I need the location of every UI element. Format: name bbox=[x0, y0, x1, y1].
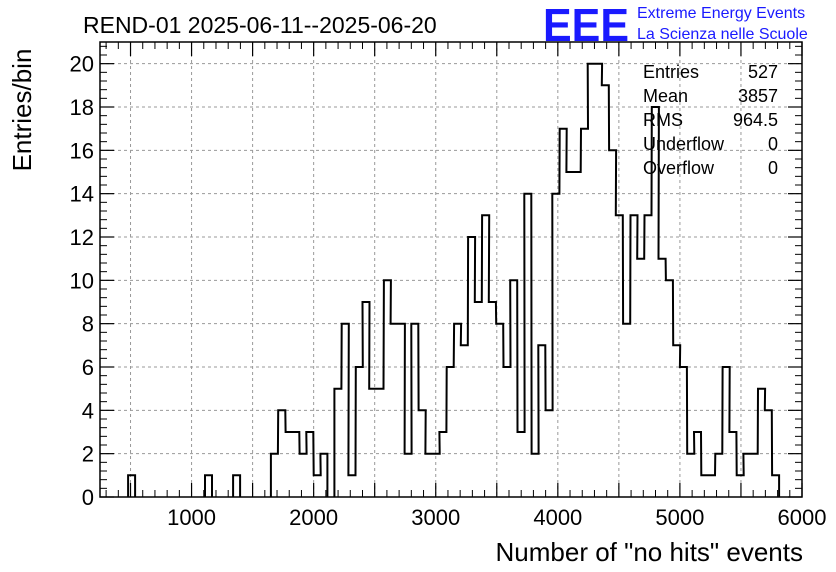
stat-value: 0 bbox=[768, 134, 778, 154]
x-tick-label: 2000 bbox=[289, 505, 338, 530]
stat-label: Entries bbox=[643, 62, 699, 82]
y-tick-label: 2 bbox=[82, 442, 94, 467]
histogram-bar bbox=[708, 475, 715, 497]
y-tick-label: 4 bbox=[82, 398, 94, 423]
grid bbox=[100, 42, 802, 497]
histogram-bar bbox=[687, 454, 694, 497]
chart-title: REND-01 2025-06-11--2025-06-20 bbox=[83, 12, 437, 38]
stat-value: 0 bbox=[768, 158, 778, 178]
histogram-bar bbox=[300, 454, 307, 497]
histogram-bar bbox=[673, 345, 680, 497]
x-axis-label: Number of "no hits" events bbox=[496, 537, 804, 567]
y-tick-label: 6 bbox=[82, 355, 94, 380]
x-tick-label: 1000 bbox=[167, 505, 216, 530]
histogram-bar bbox=[128, 475, 135, 497]
x-tick-label: 3000 bbox=[411, 505, 460, 530]
histogram-bar bbox=[637, 259, 644, 497]
histogram-outline bbox=[127, 62, 781, 497]
histogram-bar bbox=[334, 389, 341, 497]
histogram-bar bbox=[623, 324, 630, 497]
eee-logo-mark: EEE bbox=[543, 0, 629, 51]
stat-label: Mean bbox=[643, 86, 688, 106]
histogram-bar bbox=[348, 475, 355, 497]
histogram-bar bbox=[496, 324, 503, 497]
histogram-bar bbox=[729, 432, 736, 497]
histogram-bar bbox=[454, 324, 461, 497]
histogram-bar bbox=[645, 215, 652, 497]
histogram-bar bbox=[574, 172, 581, 497]
histogram-bar bbox=[447, 367, 454, 497]
histogram-bar bbox=[680, 367, 687, 497]
histogram-bar bbox=[751, 454, 758, 497]
histogram-bar bbox=[503, 367, 510, 497]
histogram-bar bbox=[518, 432, 525, 497]
histogram-bar bbox=[659, 259, 666, 497]
plot-frame bbox=[99, 41, 803, 498]
histogram-bar bbox=[737, 475, 744, 497]
histogram-bar bbox=[765, 410, 772, 497]
histogram-bar bbox=[314, 475, 321, 497]
histogram-bar bbox=[286, 432, 293, 497]
stat-value: 3857 bbox=[738, 86, 778, 106]
histogram-bar bbox=[616, 215, 623, 497]
histogram-bar bbox=[377, 389, 384, 497]
y-tick-label: 14 bbox=[70, 182, 94, 207]
histogram-bar bbox=[666, 280, 673, 497]
histogram-bar bbox=[560, 129, 567, 497]
y-tick-label: 16 bbox=[70, 138, 94, 163]
histogram-bar bbox=[546, 410, 553, 497]
histogram-bar bbox=[369, 389, 376, 497]
axis-ticks: 0 2 4 6 8 10 12 14 16 18 20 1000 2000 3000 4000 5000 600… bbox=[70, 42, 827, 530]
y-tick-label: 0 bbox=[82, 485, 94, 510]
histogram-bar bbox=[391, 324, 398, 497]
histogram-bar bbox=[566, 172, 573, 497]
stat-label: Overflow bbox=[643, 158, 715, 178]
histogram-bar bbox=[532, 454, 539, 497]
histogram-bar bbox=[602, 85, 609, 497]
y-axis-label: Entries/bin bbox=[7, 49, 37, 172]
x-tick-label: 4000 bbox=[533, 505, 582, 530]
x-tick-label: 6000 bbox=[778, 505, 827, 530]
histogram-bar bbox=[405, 454, 412, 497]
y-tick-label: 18 bbox=[70, 95, 94, 120]
logo-line-2: La Scienza nelle Scuole bbox=[637, 26, 808, 43]
x-tick-label: 5000 bbox=[655, 505, 704, 530]
histogram-bar bbox=[356, 367, 363, 497]
y-tick-label: 8 bbox=[82, 312, 94, 337]
histogram-bar bbox=[233, 475, 240, 497]
histogram bbox=[127, 62, 781, 497]
histogram-bar bbox=[425, 454, 432, 497]
histogram-bar bbox=[278, 410, 285, 497]
stat-value: 527 bbox=[748, 62, 778, 82]
stat-value: 964.5 bbox=[733, 110, 778, 130]
y-tick-label: 20 bbox=[70, 52, 94, 77]
stats-box: Entries 527 Mean 3857 RMS 964.5 Underflow 0 Over… bbox=[643, 62, 778, 178]
histogram-bar bbox=[581, 129, 588, 497]
histogram-bar bbox=[205, 475, 212, 497]
y-tick-label: 10 bbox=[70, 268, 94, 293]
histogram-bar bbox=[595, 64, 602, 497]
stat-label: Underflow bbox=[643, 134, 725, 154]
histogram-bar bbox=[489, 302, 496, 497]
logo-line-1: Extreme Energy Events bbox=[637, 5, 805, 22]
histogram-bar bbox=[292, 432, 299, 497]
histogram-bar bbox=[475, 302, 482, 497]
histogram-bar bbox=[461, 345, 468, 497]
y-tick-label: 12 bbox=[70, 225, 94, 250]
stat-label: RMS bbox=[643, 110, 683, 130]
